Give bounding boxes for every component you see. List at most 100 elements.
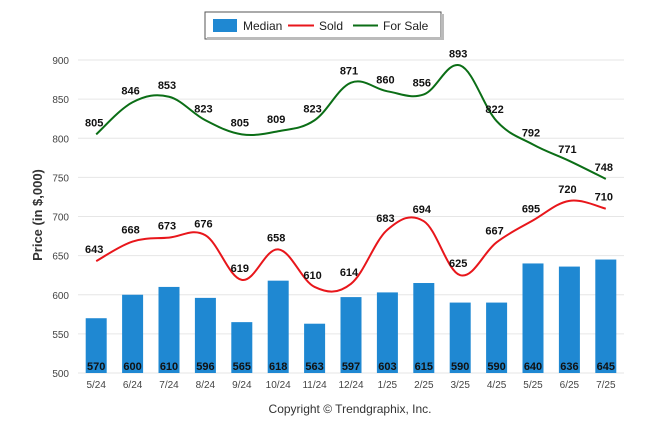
y-tick-label: 700 <box>52 213 69 224</box>
median-bar-label: 597 <box>342 361 360 373</box>
median-bar <box>340 297 362 373</box>
sold-point-label: 619 <box>231 263 249 275</box>
sold-point-label: 614 <box>340 267 359 279</box>
median-bars <box>85 259 617 373</box>
legend-shadow <box>207 37 443 40</box>
x-tick-label: 12/24 <box>338 380 363 391</box>
for-sale-point-label: 856 <box>413 77 431 89</box>
median-bar <box>122 294 144 373</box>
sold-point-label: 683 <box>376 213 394 225</box>
x-tick-label: 6/25 <box>560 380 580 391</box>
y-axis-label: Price (in $,000) <box>30 169 45 261</box>
median-bar-label: 596 <box>196 361 214 373</box>
x-tick-label: 7/24 <box>159 380 179 391</box>
y-tick-label: 600 <box>52 291 69 302</box>
for-sale-point-label: 846 <box>121 85 139 97</box>
median-bar-label: 565 <box>233 361 251 373</box>
median-bar <box>522 263 544 373</box>
median-bar <box>376 292 398 373</box>
for-sale-point-label: 748 <box>595 162 613 174</box>
median-bar <box>595 259 617 373</box>
x-tick-label: 5/25 <box>523 380 543 391</box>
median-bar-label: 618 <box>269 361 287 373</box>
median-bar <box>267 280 289 373</box>
median-bar <box>304 323 326 373</box>
median-bar <box>158 286 180 373</box>
x-tick-label: 2/25 <box>414 380 434 391</box>
for-sale-point-label: 823 <box>194 103 212 115</box>
x-tick-label: 7/25 <box>596 380 616 391</box>
median-bar-label: 590 <box>451 361 469 373</box>
legend-shadow-side <box>441 14 444 40</box>
median-bar-label: 563 <box>305 361 323 373</box>
sold-point-label: 710 <box>595 192 613 204</box>
sold-point-label: 673 <box>158 221 176 233</box>
sold-point-label: 625 <box>449 258 467 270</box>
for-sale-line <box>95 64 607 180</box>
for-sale-point-label: 805 <box>231 117 249 129</box>
median-bar-label: 645 <box>597 361 615 373</box>
x-tick-label: 5/24 <box>86 380 106 391</box>
legend-box <box>204 11 442 40</box>
sold-point-label: 658 <box>267 232 285 244</box>
median-bar <box>85 318 107 373</box>
median-bar <box>413 283 435 373</box>
median-bar-label: 636 <box>560 361 578 373</box>
sold-point-label: 676 <box>194 218 212 230</box>
for-sale-point-label: 860 <box>376 74 394 86</box>
y-axis-ticks: 500 550 600 650 700 750 800 850 900 <box>52 56 69 380</box>
x-tick-label: 11/24 <box>302 380 327 391</box>
median-bar-label: 590 <box>487 361 505 373</box>
sold-point-label: 694 <box>413 204 432 216</box>
median-bar <box>449 302 471 373</box>
median-bar-label: 640 <box>524 361 542 373</box>
legend-sold-label: Sold <box>319 19 343 33</box>
median-bar <box>558 266 580 373</box>
sold-point-label: 668 <box>121 225 139 237</box>
legend: Median Sold For Sale <box>204 11 444 40</box>
for-sale-point-label: 893 <box>449 48 467 60</box>
for-sale-point-label: 823 <box>303 103 321 115</box>
for-sale-point-label: 792 <box>522 128 540 140</box>
sold-line <box>95 199 607 293</box>
median-bar <box>231 322 253 373</box>
y-tick-label: 500 <box>52 369 69 380</box>
x-tick-label: 10/24 <box>266 380 291 391</box>
median-bar <box>486 302 508 373</box>
x-tick-label: 9/24 <box>232 380 252 391</box>
copyright-credit: Copyright © Trendgraphix, Inc. <box>269 402 432 416</box>
x-tick-label: 8/24 <box>196 380 216 391</box>
sold-point-label: 695 <box>522 203 540 215</box>
sold-point-label: 667 <box>485 225 503 237</box>
y-tick-label: 550 <box>52 330 69 341</box>
median-bar-label: 570 <box>87 361 105 373</box>
y-tick-label: 850 <box>52 95 69 106</box>
sold-point-label: 643 <box>85 244 103 256</box>
y-tick-label: 800 <box>52 134 69 145</box>
median-bar-label: 603 <box>378 361 396 373</box>
for-sale-point-label: 853 <box>158 80 176 92</box>
median-bar-label: 615 <box>415 361 433 373</box>
for-sale-point-label: 809 <box>267 114 285 126</box>
median-bar <box>194 297 216 373</box>
sold-point-label: 610 <box>303 270 321 282</box>
y-tick-label: 750 <box>52 173 69 184</box>
for-sale-point-label: 822 <box>485 104 503 116</box>
x-axis-ticks: 5/24 6/24 7/24 8/24 9/24 10/24 11/24 12/24 1/25 2… <box>86 380 616 391</box>
y-tick-label: 650 <box>52 252 69 263</box>
for-sale-point-label: 871 <box>340 66 358 78</box>
x-tick-label: 6/24 <box>123 380 143 391</box>
median-bar-label: 600 <box>123 361 141 373</box>
for-sale-point-label: 805 <box>85 117 103 129</box>
y-tick-label: 900 <box>52 56 69 67</box>
x-tick-label: 1/25 <box>378 380 398 391</box>
median-bar-label: 610 <box>160 361 178 373</box>
legend-median-label: Median <box>243 19 282 33</box>
legend-median-swatch <box>213 19 237 32</box>
data-labels: 570 600 610 596 565 618 563 597 603 615 590 590 640 6… <box>85 48 615 373</box>
line-series <box>95 64 607 293</box>
sold-point-label: 720 <box>558 184 576 196</box>
for-sale-point-label: 771 <box>558 144 576 156</box>
